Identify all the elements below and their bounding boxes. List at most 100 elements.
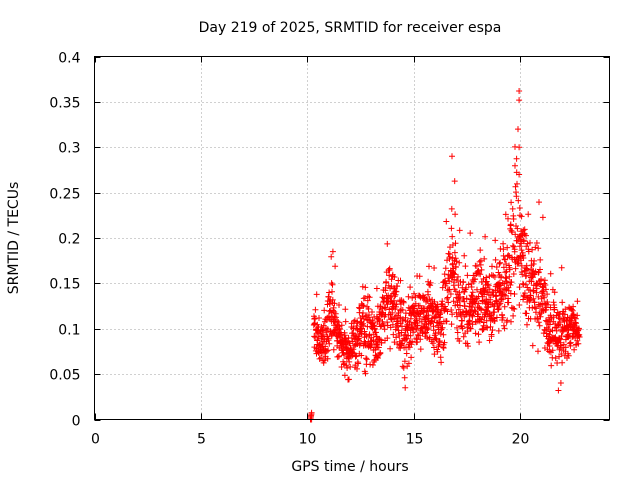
- data-point: [508, 227, 515, 234]
- data-point: [477, 257, 484, 264]
- data-point: [452, 264, 459, 271]
- y-tick-label: 0.1: [58, 323, 80, 339]
- data-point: [448, 205, 455, 212]
- data-point: [558, 351, 565, 357]
- data-point: [543, 286, 549, 293]
- data-point: [509, 242, 516, 249]
- data-point: [502, 211, 509, 218]
- data-point: [510, 216, 517, 222]
- data-point: [355, 360, 362, 367]
- data-point: [524, 321, 530, 328]
- data-point: [516, 243, 523, 250]
- data-point: [482, 233, 489, 240]
- data-point: [452, 288, 459, 295]
- plot-frame: [94, 56, 610, 420]
- data-point: [461, 252, 468, 259]
- data-point: [505, 299, 512, 306]
- data-point: [456, 227, 463, 234]
- data-point: [431, 265, 438, 271]
- data-point: [448, 225, 455, 232]
- data-point: [489, 263, 495, 270]
- data-point: [539, 214, 546, 221]
- data-point: [444, 295, 450, 302]
- data-point: [534, 315, 541, 322]
- data-point: [522, 281, 529, 288]
- data-point: [435, 306, 441, 313]
- data-point: [553, 327, 560, 334]
- data-point: [493, 264, 500, 270]
- data-point: [497, 300, 504, 307]
- data-point: [326, 289, 333, 296]
- data-point: [377, 336, 384, 343]
- data-point: [562, 344, 569, 351]
- data-point: [498, 273, 505, 280]
- data-point: [444, 294, 451, 301]
- data-point: [429, 340, 436, 347]
- data-point: [449, 311, 456, 318]
- data-point: [520, 238, 527, 245]
- x-tick-label: 0: [91, 432, 100, 448]
- data-point: [487, 323, 494, 330]
- data-point: [524, 266, 531, 273]
- data-point: [537, 313, 544, 320]
- data-point: [439, 324, 446, 331]
- data-point: [452, 211, 459, 218]
- data-point: [476, 258, 483, 265]
- data-point: [386, 265, 393, 272]
- data-point: [442, 265, 449, 272]
- data-point: [475, 311, 482, 318]
- y-tick-label: 0.15: [49, 277, 80, 293]
- data-point: [390, 297, 397, 304]
- data-point: [408, 354, 415, 361]
- data-point: [497, 259, 504, 266]
- data-point: [342, 318, 349, 325]
- data-point: [559, 328, 566, 335]
- data-point: [531, 304, 538, 311]
- data-point: [464, 340, 471, 347]
- data-point: [452, 255, 459, 262]
- data-point: [308, 409, 315, 416]
- data-point: [336, 302, 342, 308]
- data-point: [437, 354, 444, 361]
- data-point: [407, 332, 414, 339]
- data-point: [373, 329, 379, 336]
- data-point: [354, 320, 361, 327]
- data-point: [465, 343, 471, 350]
- data-point: [463, 295, 470, 302]
- data-point: [393, 303, 399, 310]
- data-point: [441, 271, 448, 278]
- data-point: [453, 258, 460, 265]
- x-tick-label: 20: [512, 432, 530, 448]
- data-point: [446, 278, 453, 285]
- data-point: [541, 294, 548, 301]
- data-point: [365, 305, 372, 312]
- data-point: [409, 294, 416, 301]
- data-point: [521, 226, 528, 233]
- data-point: [330, 304, 337, 311]
- data-point: [360, 322, 367, 329]
- data-point: [384, 240, 391, 247]
- data-point: [536, 199, 542, 206]
- data-point: [371, 325, 378, 332]
- data-point: [423, 321, 430, 328]
- axis-ticks: 0 0.05 0.1 0.15 0.2 0.25 0.3 0.35 0.4 0 5 10 15 20: [49, 51, 610, 448]
- data-point: [451, 276, 458, 283]
- data-point: [496, 285, 503, 292]
- data-point: [513, 155, 520, 162]
- data-point: [452, 240, 459, 247]
- data-point: [363, 356, 370, 363]
- data-point: [394, 283, 401, 290]
- data-point: [384, 335, 391, 342]
- data-point: [403, 350, 410, 357]
- data-point: [544, 299, 551, 305]
- data-point: [425, 312, 432, 319]
- data-point: [526, 270, 533, 277]
- data-point: [548, 362, 555, 369]
- data-point: [330, 346, 337, 353]
- data-point: [409, 338, 416, 345]
- data-point: [316, 355, 323, 362]
- data-point: [451, 271, 458, 278]
- data-point: [558, 264, 565, 271]
- data-point: [436, 338, 443, 344]
- data-point: [488, 331, 495, 338]
